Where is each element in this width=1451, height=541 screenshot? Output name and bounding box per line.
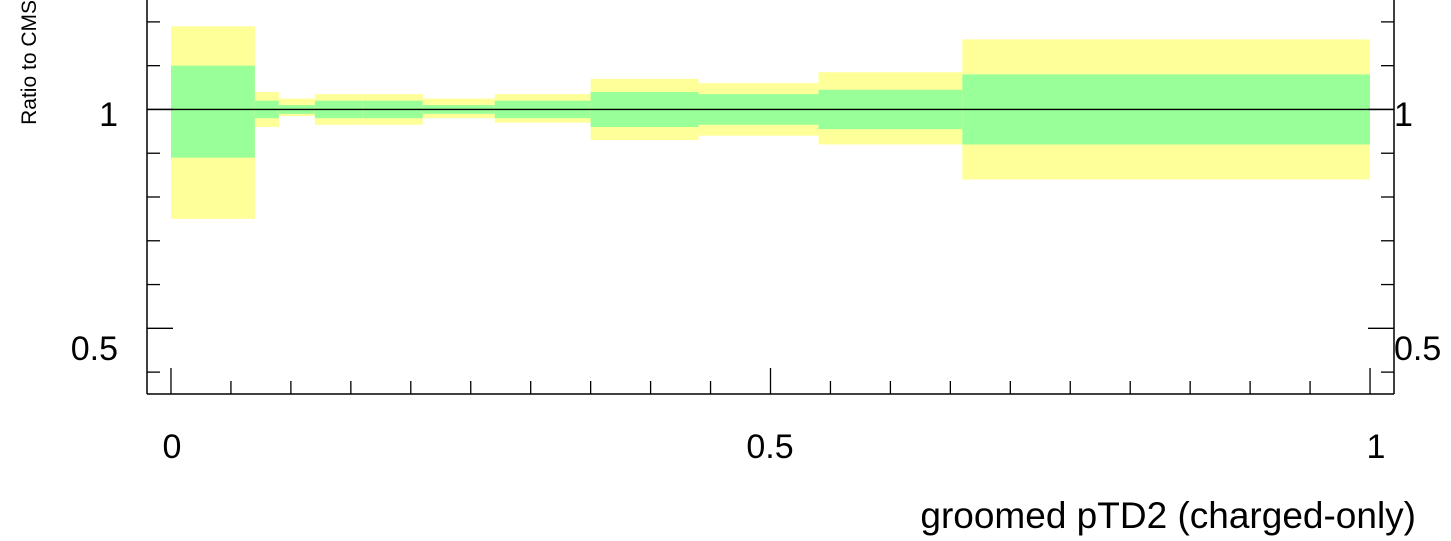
- y-tick-label: 0.5: [71, 330, 118, 368]
- x-tick-label: 1: [1367, 428, 1386, 466]
- y-tick-label: 1: [99, 96, 118, 134]
- y-axis-title: Ratio to CMS: [18, 0, 41, 125]
- right-y-tick-label: 1: [1394, 96, 1413, 134]
- tick-marks: [147, 21, 1394, 394]
- x-tick-label: 0: [163, 428, 182, 466]
- uncertainty-bands: [170, 26, 1371, 219]
- right-y-tick-label: 0.5: [1394, 330, 1441, 368]
- x-tick-label: 0.5: [746, 428, 793, 466]
- inner-band-bin: [170, 65, 255, 158]
- x-axis-title: groomed pTD2 (charged-only): [920, 495, 1416, 536]
